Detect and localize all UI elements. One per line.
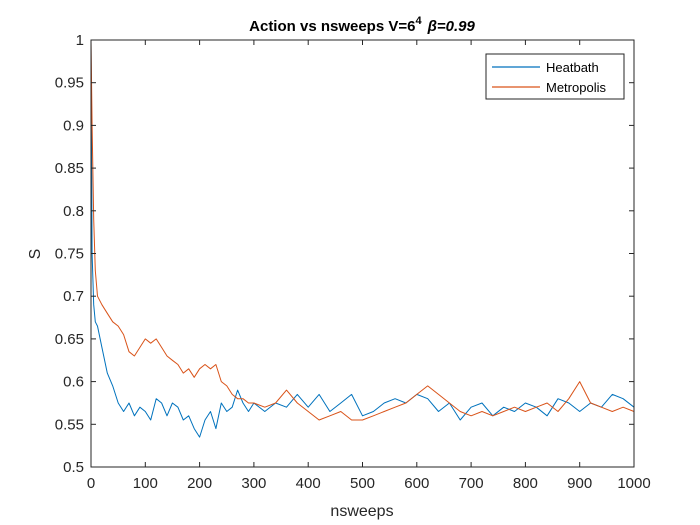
x-tick-label: 300 [241, 475, 266, 492]
x-tick-label: 700 [459, 475, 484, 492]
series-line-metropolis [90, 39, 635, 421]
x-axis-label: nsweeps [330, 503, 393, 520]
legend-box [485, 53, 625, 100]
y-tick-label: 0.5 [63, 459, 84, 476]
series-layer [90, 39, 635, 438]
x-tick-label: 900 [567, 475, 592, 492]
chart-title: Action vs nsweeps V=64 β=0.99 [249, 15, 475, 35]
y-tick-label: 0.8 [63, 203, 84, 220]
legend: Heatbath Metropolis [485, 53, 625, 100]
x-tick-label: 100 [133, 475, 158, 492]
y-tick-label: 1 [76, 32, 84, 49]
plot-area [91, 40, 634, 467]
x-tick-label: 500 [350, 475, 375, 492]
y-tick-label: 0.9 [63, 117, 84, 134]
series-line-heatbath [90, 39, 635, 438]
y-axis-label: S [27, 249, 44, 260]
legend-label-heatbath: Heatbath [546, 60, 599, 75]
y-tick-label: 0.55 [55, 416, 84, 433]
ticks-layer: 0 100 200 300 400 500 600 700 800 900 1000 0.5 0.55 0… [55, 32, 651, 492]
x-tick-label: 800 [513, 475, 538, 492]
x-tick-label: 1000 [617, 475, 650, 492]
y-tick-label: 0.85 [55, 160, 84, 177]
y-tick-label: 0.7 [63, 288, 84, 305]
y-tick-label: 0.75 [55, 246, 84, 263]
x-tick-label: 600 [404, 475, 429, 492]
legend-label-metropolis: Metropolis [546, 80, 606, 95]
x-tick-label: 0 [87, 475, 95, 492]
y-tick-label: 0.6 [63, 374, 84, 391]
y-tick-label: 0.65 [55, 331, 84, 348]
x-tick-label: 400 [296, 475, 321, 492]
x-tick-label: 200 [187, 475, 212, 492]
chart-title-superscript: 4 [415, 15, 422, 27]
chart-title-main: Action vs nsweeps V=6 [249, 18, 415, 35]
y-tick-label: 0.95 [55, 75, 84, 92]
chart-title-beta: β=0.99 [427, 18, 476, 35]
